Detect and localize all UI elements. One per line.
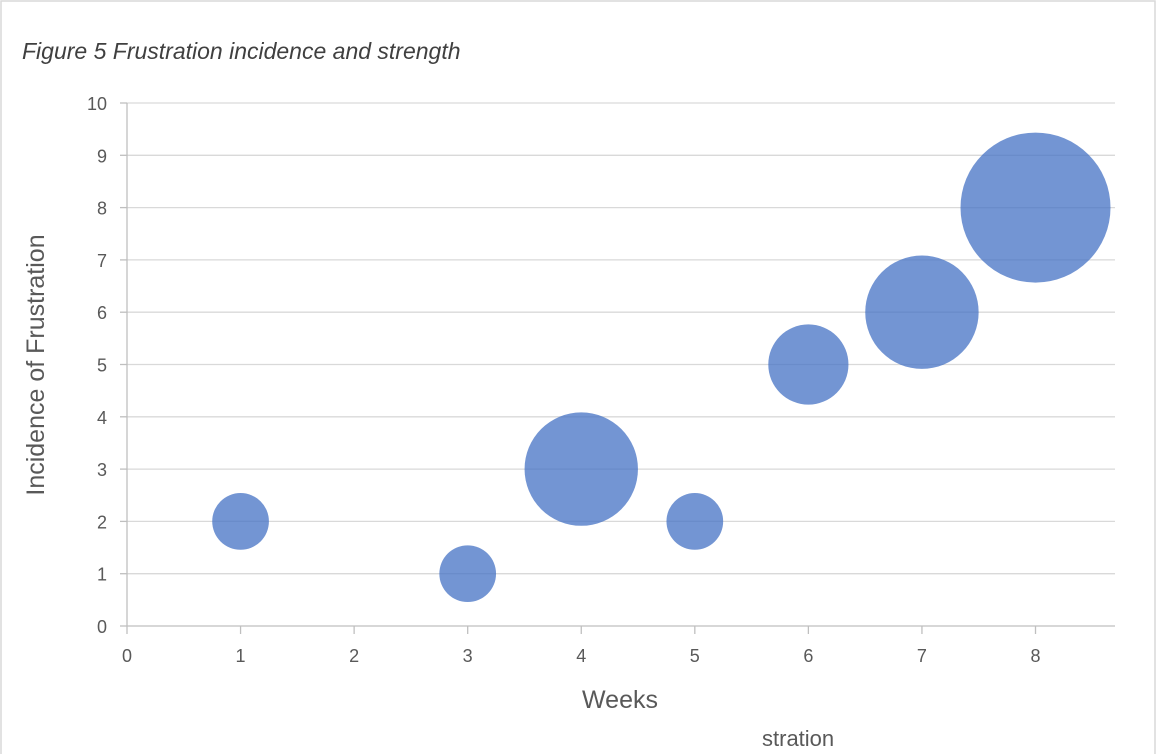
y-tick-label: 9 (97, 146, 107, 166)
tick-labels: 0 1 2 3 4 5 6 7 8 9 10 0 1 2 3 4 5 6 7 8 (87, 94, 1041, 666)
x-tick-label: 8 (1030, 646, 1040, 666)
x-tick-label: 7 (917, 646, 927, 666)
x-tick-label: 1 (236, 646, 246, 666)
x-tick-label: 2 (349, 646, 359, 666)
x-tick-label: 6 (803, 646, 813, 666)
y-tick-label: 4 (97, 408, 107, 428)
bubbles (212, 132, 1111, 603)
y-tick-label: 3 (97, 460, 107, 480)
figure-caption: Figure 5 Frustration incidence and stren… (22, 38, 461, 64)
bubble-point (212, 493, 269, 550)
y-tick-label: 0 (97, 617, 107, 637)
bubble-point (524, 412, 638, 526)
bubble-point (439, 545, 497, 603)
y-axis-label: Incidence of Frustration (22, 234, 50, 495)
x-tick-label: 3 (463, 646, 473, 666)
y-tick-label: 8 (97, 199, 107, 219)
y-tick-label: 1 (97, 565, 107, 585)
bubble-point (666, 493, 724, 550)
bubble-point (865, 255, 979, 369)
y-tick-label: 6 (97, 303, 107, 323)
cut-off-text: stration (762, 726, 835, 751)
x-tick-label: 4 (576, 646, 586, 666)
y-tick-label: 2 (97, 512, 107, 532)
y-tick-label: 7 (97, 251, 107, 271)
bubble-point (960, 132, 1111, 283)
y-tick-label: 10 (87, 94, 107, 114)
axes (120, 102, 1115, 634)
x-axis-label: Weeks (582, 686, 658, 714)
y-tick-label: 5 (97, 356, 107, 376)
x-tick-label: 0 (122, 646, 132, 666)
x-tick-label: 5 (690, 646, 700, 666)
bubble-point (768, 324, 849, 405)
